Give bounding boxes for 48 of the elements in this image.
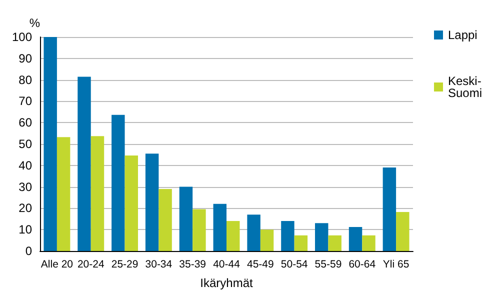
x-tick-label: 60-64 xyxy=(348,258,376,270)
x-tick-label: 25-29 xyxy=(111,258,138,270)
bar xyxy=(158,188,172,251)
x-tick-label: Alle 20 xyxy=(40,258,74,270)
bar xyxy=(281,221,294,251)
bar xyxy=(56,137,70,251)
x-axis-title: Ikäryhmät xyxy=(200,276,254,290)
bar xyxy=(260,230,274,251)
bar xyxy=(396,212,410,251)
y-tick-label: 60 xyxy=(18,116,32,130)
y-tick-label: 100 xyxy=(12,30,32,44)
x-tick-label: 30-34 xyxy=(145,258,172,270)
bar xyxy=(192,209,206,251)
x-tick-label: Yli 65 xyxy=(382,258,410,270)
y-tick-label: 20 xyxy=(18,201,32,216)
y-tick-label: 0 xyxy=(25,244,32,258)
bar xyxy=(247,214,260,251)
y-tick-label: 70 xyxy=(18,94,32,108)
bar xyxy=(382,168,396,251)
bar xyxy=(226,221,240,251)
bar xyxy=(44,37,57,251)
bar xyxy=(348,227,362,251)
bar xyxy=(124,156,138,251)
x-tick-label: 55-59 xyxy=(314,258,342,270)
y-tick-label: 90 xyxy=(18,51,32,66)
bar xyxy=(90,136,104,251)
bar xyxy=(213,204,226,251)
y-tick-label: 80 xyxy=(18,72,32,87)
bar xyxy=(179,186,193,251)
bar xyxy=(294,235,308,251)
bar xyxy=(315,223,328,251)
x-tick-label: 45-49 xyxy=(246,258,274,270)
bar xyxy=(328,235,342,251)
bar xyxy=(362,235,376,251)
x-tick-label: 20-24 xyxy=(77,258,104,270)
y-axis-title: % xyxy=(29,16,40,30)
y-tick-label: 40 xyxy=(18,158,32,172)
legend-label: Lappi xyxy=(448,28,478,42)
x-tick-label: 50-54 xyxy=(280,258,308,270)
y-tick-label: 50 xyxy=(18,137,32,151)
bar xyxy=(112,114,125,251)
x-tick-label: 40-44 xyxy=(213,258,240,270)
bar xyxy=(145,154,159,251)
y-tick-label: 30 xyxy=(18,180,32,194)
legend-label: Keski- Suomi xyxy=(448,74,482,100)
bar xyxy=(78,76,91,251)
x-tick-label: 35-39 xyxy=(179,258,206,270)
y-tick-label: 10 xyxy=(18,222,32,237)
